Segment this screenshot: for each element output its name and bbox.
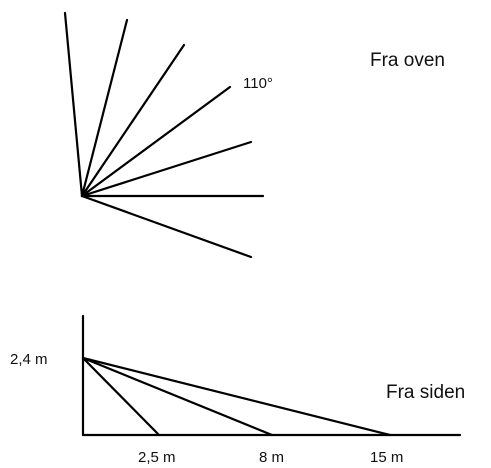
distance-label-medium: 8 m — [259, 449, 284, 466]
distance-label-long: 15 m — [370, 449, 403, 466]
side-view-ray-medium — [81, 356, 274, 437]
distance-label-short: 2,5 m — [138, 449, 176, 466]
top-view-ray-5 — [80, 140, 253, 198]
top-view-diagram: 110° Fra oven — [63, 11, 445, 259]
top-view-ray-4 — [80, 85, 232, 198]
top-view-ray-7 — [80, 194, 253, 259]
side-view-title: Fra siden — [386, 382, 465, 403]
top-view-title: Fra oven — [370, 50, 445, 71]
top-view-ray-2 — [80, 18, 129, 198]
top-view-ray-3 — [80, 43, 186, 198]
side-view-diagram: 2,4 m Fra siden 2,5 m 8 m 15 m — [10, 314, 465, 466]
side-view-ray-short — [81, 356, 161, 437]
top-view-ray-1 — [63, 11, 84, 198]
side-view-ray-long — [81, 356, 392, 437]
height-label: 2,4 m — [10, 351, 48, 368]
angle-label: 110° — [243, 75, 273, 92]
